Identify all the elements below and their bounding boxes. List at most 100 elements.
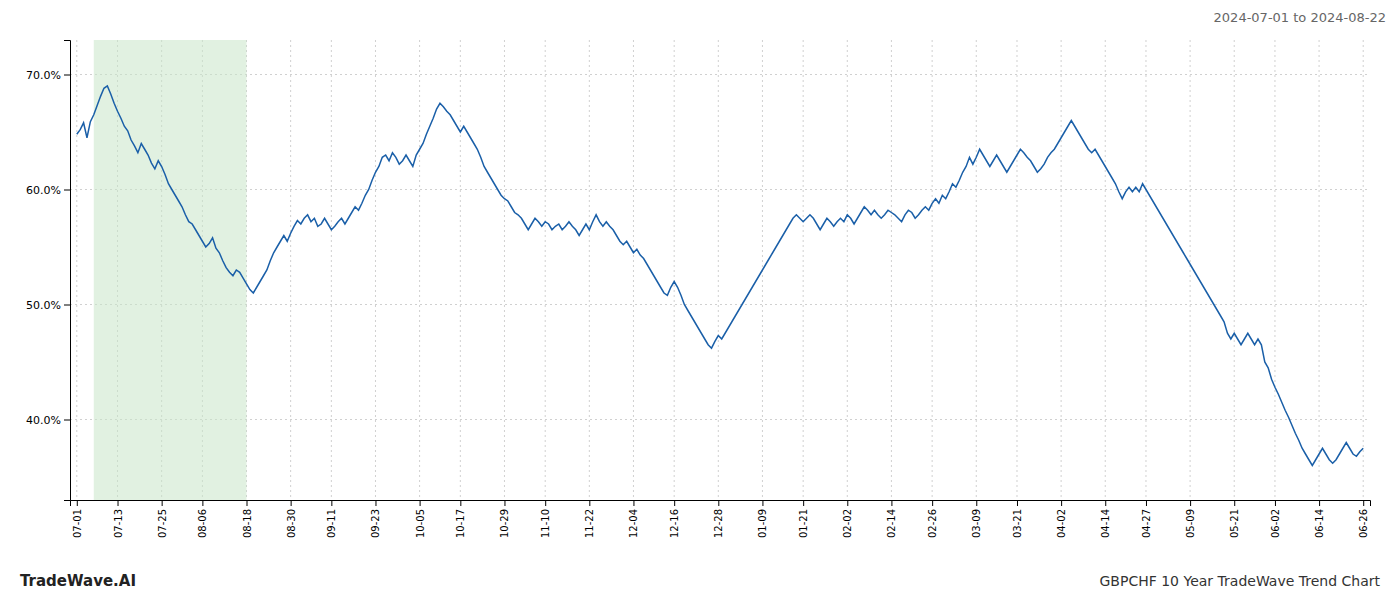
x-tick: 11-10: [540, 500, 551, 538]
y-grid-line: [70, 74, 1370, 75]
grid: [70, 40, 1370, 500]
x-grid-line: [1145, 40, 1146, 500]
x-grid-line: [891, 40, 892, 500]
x-tick: 08-18: [242, 500, 253, 538]
y-tick-mark: [64, 190, 70, 191]
x-tick-mark: [118, 500, 119, 506]
x-tick-label: 04-27: [1141, 509, 1152, 538]
x-tick-mark: [633, 500, 634, 506]
title: GBPCHF 10 Year TradeWave Trend Chart: [1100, 573, 1381, 589]
x-tick: 06-14: [1314, 500, 1325, 538]
x-axis: 07-01 07-13 07-25 08-06 08-18 08-30 09-11 09-23…: [71, 500, 1371, 538]
x-tick-label: 10-17: [455, 509, 466, 538]
subtitle: 2024-07-01 to 2024-08-22: [1214, 10, 1386, 25]
x-grid-line: [331, 40, 332, 500]
x-tick-label: 01-21: [798, 509, 809, 538]
x-tick: 04-14: [1100, 500, 1111, 538]
y-tick: 60.0%: [26, 184, 70, 197]
y-tick: 50.0%: [26, 299, 70, 312]
x-tick: 07-01: [72, 500, 83, 538]
x-grid-line: [674, 40, 675, 500]
y-tick-mark: [64, 75, 70, 76]
x-grid-line: [976, 40, 977, 500]
x-grid-line: [1016, 40, 1017, 500]
x-grid-line: [419, 40, 420, 500]
x-tick-mark: [803, 500, 804, 506]
x-tick-label: 02-02: [842, 509, 853, 538]
x-tick-label: 10-05: [415, 509, 426, 538]
x-tick: 08-30: [286, 500, 297, 538]
x-tick: 01-09: [757, 500, 768, 538]
x-tick: 03-09: [971, 500, 982, 538]
x-tick-label: 06-02: [1270, 509, 1281, 538]
x-tick-label: 06-26: [1358, 509, 1369, 538]
x-grid-line: [1190, 40, 1191, 500]
x-tick-label: 03-21: [1012, 509, 1023, 538]
x-tick-label: 05-21: [1229, 509, 1240, 538]
x-tick: 12-28: [713, 500, 724, 538]
x-tick-mark: [718, 500, 719, 506]
x-tick-mark: [932, 500, 933, 506]
x-tick-label: 10-29: [499, 509, 510, 538]
x-tick-label: 06-14: [1314, 509, 1325, 538]
y-tick-label: 60.0%: [26, 184, 61, 197]
x-grid-line: [1274, 40, 1275, 500]
x-tick: 01-21: [798, 500, 809, 538]
x-grid-line: [803, 40, 804, 500]
x-tick-label: 09-23: [370, 509, 381, 538]
x-grid-line: [847, 40, 848, 500]
x-grid-line: [504, 40, 505, 500]
y-tick: 40.0%: [26, 414, 70, 427]
x-tick-label: 12-16: [669, 509, 680, 538]
x-tick: 05-21: [1229, 500, 1240, 538]
chart-container: 07-01 07-13 07-25 08-06 08-18 08-30 09-11 09-23…: [0, 0, 1400, 600]
x-grid-line: [1319, 40, 1320, 500]
x-tick-label: 04-02: [1056, 509, 1067, 538]
x-tick-mark: [1234, 500, 1235, 506]
x-tick-mark: [77, 500, 78, 506]
y-tick-mark: [64, 420, 70, 421]
x-tick: 02-14: [886, 500, 897, 538]
x-tick: 06-02: [1270, 500, 1281, 538]
y-tick: 70.0%: [26, 69, 70, 82]
x-tick-mark: [1017, 500, 1018, 506]
x-tick: 10-17: [455, 500, 466, 538]
x-tick-mark: [1061, 500, 1062, 506]
x-grid-line: [1105, 40, 1106, 500]
x-tick-mark: [460, 500, 461, 506]
x-tick-label: 05-09: [1185, 509, 1196, 538]
x-tick-mark: [375, 500, 376, 506]
x-tick: 08-06: [197, 500, 208, 538]
data-line: [77, 86, 1363, 466]
x-tick-mark: [891, 500, 892, 506]
y-tick-mark: [64, 305, 70, 306]
x-tick-mark: [847, 500, 848, 506]
x-tick-label: 07-25: [157, 509, 168, 538]
x-tick-label: 12-04: [628, 509, 639, 538]
x-grid-line: [460, 40, 461, 500]
chart-svg: 07-01 07-13 07-25 08-06 08-18 08-30 09-11 09-23…: [0, 0, 1400, 600]
x-tick-mark: [291, 500, 292, 506]
x-tick-label: 04-14: [1100, 509, 1111, 538]
x-tick-mark: [1190, 500, 1191, 506]
x-tick-label: 02-26: [927, 509, 938, 538]
x-tick-mark: [545, 500, 546, 506]
x-tick: 07-13: [113, 500, 124, 538]
x-tick-mark: [1275, 500, 1276, 506]
x-tick: 07-25: [157, 500, 168, 538]
y-grid-line: [70, 189, 1370, 190]
x-grid-line: [718, 40, 719, 500]
x-tick-mark: [1146, 500, 1147, 506]
y-grid-line: [70, 419, 1370, 420]
x-axis-line: [71, 501, 1371, 507]
x-tick-label: 08-06: [197, 509, 208, 538]
x-grid-line: [375, 40, 376, 500]
x-tick: 03-21: [1012, 500, 1023, 538]
x-tick-label: 08-30: [286, 509, 297, 538]
y-tick-label: 40.0%: [26, 414, 61, 427]
x-grid-line: [1234, 40, 1235, 500]
plot-area: [77, 40, 1363, 500]
x-tick: 09-11: [326, 500, 337, 538]
y-axis-line: [64, 41, 71, 501]
x-tick-mark: [976, 500, 977, 506]
